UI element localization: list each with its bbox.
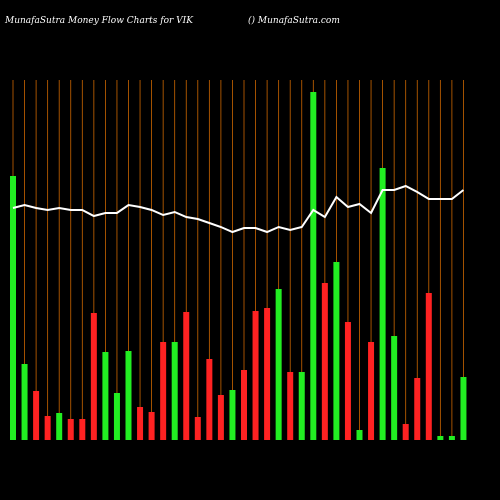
bar: [414, 378, 421, 440]
bar: [287, 372, 294, 440]
bar: [275, 289, 282, 440]
money-flow-line: [12, 184, 465, 234]
bar: [171, 342, 178, 440]
bar: [344, 322, 351, 440]
bar: [183, 312, 190, 440]
bar: [310, 92, 317, 440]
bar: [137, 407, 144, 440]
bar: [194, 417, 201, 440]
bar: [298, 372, 305, 440]
bar: [56, 413, 63, 440]
bar: [148, 412, 155, 440]
bar: [79, 419, 86, 440]
bar: [391, 336, 398, 440]
bar: [21, 364, 28, 440]
bar: [264, 308, 271, 440]
bar: [67, 419, 74, 440]
bar: [321, 283, 328, 440]
bar: [333, 262, 340, 440]
bar: [102, 352, 109, 440]
bar: [90, 313, 97, 440]
bar: [10, 176, 16, 440]
bar: [33, 391, 40, 440]
bar: [217, 395, 224, 440]
bar: [160, 342, 167, 440]
bar: [402, 424, 409, 440]
bar: [448, 436, 455, 440]
bar: [356, 430, 363, 440]
bar: [379, 168, 386, 440]
chart-subtitle: () MunafaSutra.com: [248, 15, 340, 26]
bar: [113, 393, 120, 440]
chart-title: MunafaSutra Money Flow Charts for VIK: [4, 16, 194, 26]
bar: [425, 293, 432, 440]
bar: [252, 311, 259, 440]
bar: [206, 359, 213, 440]
bar: [437, 436, 444, 440]
bar: [460, 377, 467, 440]
bar: [44, 416, 51, 440]
bar: [125, 351, 132, 440]
bar: [241, 370, 247, 440]
bar: [368, 342, 375, 440]
bar: [229, 390, 236, 440]
